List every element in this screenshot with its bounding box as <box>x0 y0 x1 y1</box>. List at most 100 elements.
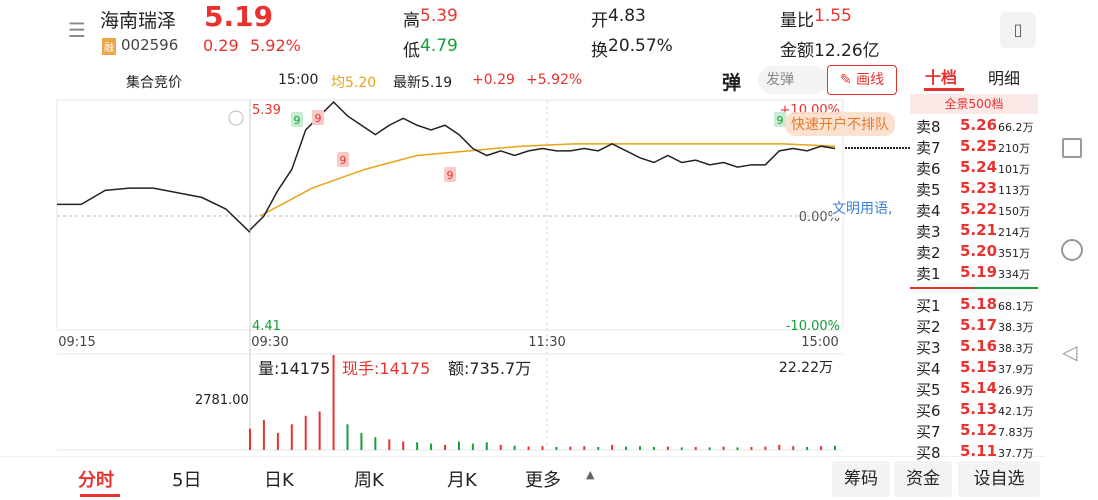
volume-bar <box>639 446 641 450</box>
book-volume: 351万 <box>998 247 1030 260</box>
help-icon[interactable] <box>228 110 244 126</box>
bottom-tab[interactable]: 更多 <box>525 470 561 491</box>
draw-line[interactable]: ✎ 画线 <box>827 65 897 95</box>
volume-bar <box>290 424 293 450</box>
stat-value: 20.57% <box>608 36 673 56</box>
volume-bar <box>778 444 781 450</box>
book-price: 5.16 <box>960 337 998 355</box>
book-price: 5.25 <box>960 137 998 155</box>
volume-bar <box>527 446 530 450</box>
signal-marker: 9 <box>340 154 347 167</box>
book-side: 卖3 <box>916 223 941 241</box>
tab-depth[interactable]: 十档 <box>925 68 958 87</box>
bottom-tab[interactable]: 周K <box>354 470 384 491</box>
volume-bar <box>652 447 655 450</box>
bottom-tab[interactable]: 月K <box>447 470 477 491</box>
time: 15:00 <box>278 72 319 88</box>
nav-recent[interactable] <box>1062 138 1082 158</box>
book-side: 买3 <box>916 339 941 357</box>
time-label: 11:30 <box>528 335 565 350</box>
book-volume: 37.9万 <box>998 363 1034 376</box>
volume-bar <box>834 445 836 450</box>
book-split-green <box>974 287 1038 289</box>
margin-badge: 融 <box>102 38 116 55</box>
book-volume: 113万 <box>998 184 1030 197</box>
bottom-tab[interactable]: 日K <box>264 470 294 491</box>
book-price: 5.19 <box>960 263 998 281</box>
book-price: 5.24 <box>960 158 998 176</box>
auction-volume-label: 2781.00 <box>195 393 249 408</box>
auction-line <box>57 187 251 233</box>
change-pct: 5.92% <box>250 36 301 55</box>
volume-bar <box>444 444 446 450</box>
time-label: 09:30 <box>251 335 288 350</box>
volume-info: 额:735.7万 <box>448 359 531 378</box>
book-price: 5.20 <box>960 242 998 260</box>
volume-bar <box>625 446 628 450</box>
volume-bar <box>416 442 419 450</box>
book-volume: 214万 <box>998 226 1030 239</box>
action-button[interactable]: 资金 <box>894 461 952 497</box>
book-side: 卖1 <box>916 265 941 283</box>
menu-icon[interactable]: ☰ <box>68 18 86 42</box>
volume-bar <box>360 432 363 450</box>
volume-bar <box>332 355 335 450</box>
nav-back[interactable]: ◁ <box>1062 340 1078 364</box>
volume-bar <box>597 447 600 450</box>
book-side: 买8 <box>916 444 941 462</box>
book-side: 卖2 <box>916 244 941 262</box>
book-side: 买2 <box>916 318 941 336</box>
book-volume: 66.2万 <box>998 121 1034 134</box>
more-arrow[interactable]: ▲ <box>586 468 595 481</box>
time-label: 09:15 <box>58 335 95 350</box>
bar-change: +0.29 <box>472 72 515 88</box>
book-volume: 42.1万 <box>998 405 1034 418</box>
book-side: 买1 <box>916 297 941 315</box>
action-button[interactable]: 设自选 <box>958 461 1040 497</box>
book-price: 5.17 <box>960 316 998 334</box>
volume-bar <box>318 411 321 450</box>
book-side: 买4 <box>916 360 941 378</box>
depth-label[interactable]: 全景500档 <box>910 94 1038 114</box>
bar-change-pct: +5.92% <box>526 72 583 88</box>
volume-bar <box>583 446 586 450</box>
bottom-tab[interactable]: 5日 <box>172 470 202 491</box>
price-frame <box>56 99 844 331</box>
signal-box <box>774 112 786 127</box>
book-volume: 150万 <box>998 205 1030 218</box>
stat-value: 12.26亿 <box>814 41 880 61</box>
book-price: 5.22 <box>960 200 998 218</box>
pct-label: -10.00% <box>786 319 840 334</box>
stock-code: 002596 <box>121 36 179 54</box>
danmu-toggle[interactable]: 弹 <box>722 72 742 94</box>
stat-label: 金额 <box>780 41 814 61</box>
volume-bar <box>402 441 405 450</box>
stat-label: 量比 <box>780 11 814 31</box>
device-icon[interactable]: ▯ <box>1000 12 1036 48</box>
y-low: 4.41 <box>252 319 281 334</box>
volume-bar <box>541 446 544 450</box>
volume-bar <box>262 420 265 450</box>
volume-bar <box>555 447 558 450</box>
action-button[interactable]: 筹码 <box>832 461 890 497</box>
volume-bar <box>513 445 516 450</box>
volume-bar <box>736 447 739 450</box>
notice-overlay: 文明用语, <box>832 198 893 218</box>
system-nav: ◁ <box>1045 0 1098 500</box>
tab-detail[interactable]: 明细 <box>988 69 1021 88</box>
volume-bar <box>388 439 391 450</box>
book-side: 买7 <box>916 423 941 441</box>
bottom-tab[interactable]: 分时 <box>78 470 114 491</box>
ad-overlay[interactable]: 快速开户不排队 <box>785 112 895 136</box>
volume-bar <box>611 444 614 450</box>
y-high: 5.39 <box>252 103 281 118</box>
send-danmu[interactable]: 发弹 <box>758 66 828 94</box>
nav-home[interactable] <box>1061 239 1083 261</box>
time-label: 15:00 <box>801 335 838 350</box>
volume-bar <box>569 446 572 450</box>
volume-bar <box>346 424 349 450</box>
book-price: 5.13 <box>960 400 998 418</box>
book-side: 卖8 <box>916 118 941 136</box>
stock-price: 5.19 <box>204 0 274 33</box>
book-side: 卖6 <box>916 160 941 178</box>
